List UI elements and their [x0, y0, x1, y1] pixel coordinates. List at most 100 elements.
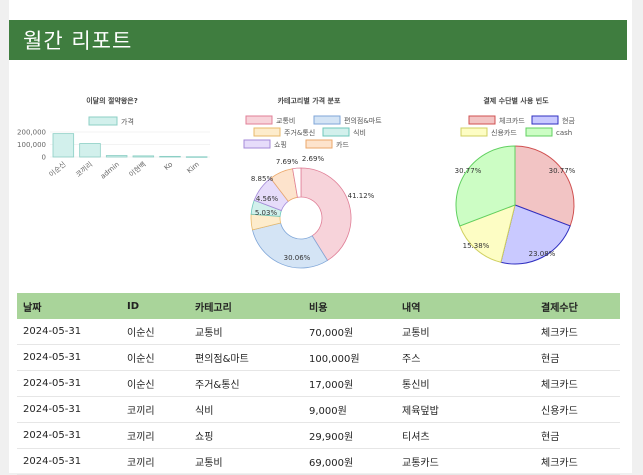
- table-cell: 2024-05-31: [17, 344, 121, 371]
- doughnut-slice-label: 2.69%: [302, 155, 325, 163]
- bar-legend-label: 가격: [121, 117, 134, 126]
- table-cell: 70,000원: [303, 319, 396, 345]
- pie-slice-label: 15.38%: [463, 242, 490, 250]
- pie-slices: [455, 145, 575, 265]
- table-cell: 체크카드: [535, 319, 620, 345]
- pie-labels: 30.77% 23.08% 15.38% 30.77%: [455, 167, 576, 258]
- pie-chart-title: 결제 수단별 사용 빈도: [483, 96, 549, 105]
- bar-x-label: Kim: [186, 160, 202, 175]
- table-cell: 이순신: [121, 319, 189, 345]
- table-cell: 주거&통신: [189, 370, 303, 397]
- bar-x-label: admin: [99, 160, 121, 180]
- table-cell: 통신비: [396, 370, 535, 397]
- doughnut-labels: 41.12% 30.06% 5.03% 4.56% 8.85% 7.69% 2.69%: [251, 155, 375, 262]
- doughnut-legend-label: 편의점&마트: [344, 116, 382, 125]
- bar-x-labels: 이순신 코끼리 admin 이현백 Ko Kim: [47, 160, 201, 181]
- pie-legend-label: 현금: [562, 117, 575, 125]
- pie-legend-swatch: [468, 115, 496, 125]
- col-detail-header: 내역: [396, 293, 535, 319]
- charts-area: 이달의 절약왕은? 가격 200,000 100,000 0 이순신 코끼리 admin…: [17, 96, 576, 269]
- table-cell: 2024-05-31: [17, 396, 121, 423]
- bar-mark: [132, 155, 155, 158]
- pie-slice: [514, 145, 575, 227]
- table-row[interactable]: 2024-05-31 코끼리 쇼핑 29,900원 티셔츠 현금: [17, 422, 620, 449]
- table-cell: 코끼리: [121, 396, 189, 423]
- table-body: 2024-05-31 이순신 교통비 70,000원 교통비 체크카드 2024-05-31…: [17, 319, 620, 475]
- table-cell: 현금: [535, 422, 620, 449]
- bar-x-label: Ko: [163, 160, 175, 172]
- expense-table: 날짜 ID 카테고리 비용 내역 결제수단 2024-05-31 이순신 교통비 70…: [17, 293, 620, 475]
- table-cell: 이순신: [121, 344, 189, 371]
- doughnut-slice: [292, 167, 302, 198]
- doughnut-legend-label: 카드: [336, 140, 349, 149]
- pie-legend-label: cash: [556, 129, 572, 137]
- pie-legend-swatch: [531, 115, 559, 125]
- doughnut-slice-label: 5.03%: [255, 209, 278, 217]
- pie-legend-swatch: [460, 127, 488, 137]
- pie-slice-label: 30.77%: [549, 167, 576, 175]
- doughnut-legend-swatch: [243, 139, 271, 149]
- bar-y-tick: 100,000: [17, 141, 46, 149]
- bar-marks: [52, 133, 208, 158]
- doughnut-legend-label: 쇼핑: [274, 140, 287, 149]
- bar-mark: [52, 133, 75, 158]
- col-cost-header: 비용: [303, 293, 396, 319]
- table-cell: 이순신: [121, 370, 189, 397]
- doughnut-slice: [251, 222, 329, 269]
- table-row[interactable]: 2024-05-31 코끼리 식비 9,000원 제육덮밥 신용카드: [17, 396, 620, 423]
- doughnut-legend-label: 주거&통신: [284, 128, 315, 137]
- table-cell: 편의점&마트: [189, 344, 303, 371]
- bar-chart-title: 이달의 절약왕은?: [86, 96, 138, 105]
- doughnut-slice-label: 7.69%: [276, 158, 299, 166]
- doughnut-legend-swatch: [313, 115, 341, 125]
- table-cell: 코끼리: [121, 422, 189, 449]
- doughnut-slice-label: 30.06%: [284, 254, 311, 262]
- table-cell: 69,000원: [303, 448, 396, 475]
- table-cell: 주스: [396, 344, 535, 371]
- table-row[interactable]: 2024-05-31 이순신 주거&통신 17,000원 통신비 체크카드: [17, 370, 620, 397]
- bar-y-tick: 200,000: [17, 129, 46, 137]
- col-category-header: 카테고리: [189, 293, 303, 319]
- pie-legend-label: 신용카드: [491, 128, 517, 137]
- doughnut-slice-label: 4.56%: [256, 195, 279, 203]
- table-cell: 2024-05-31: [17, 370, 121, 397]
- doughnut-legend-label: 교통비: [276, 116, 295, 125]
- table-cell: 코끼리: [121, 448, 189, 475]
- col-id-header: ID: [121, 293, 189, 319]
- table-row[interactable]: 2024-05-31 코끼리 교통비 69,000원 교통카드 체크카드: [17, 448, 620, 475]
- table-cell: 17,000원: [303, 370, 396, 397]
- bar-x-label: 이순신: [47, 160, 68, 179]
- table-row[interactable]: 2024-05-31 이순신 교통비 70,000원 교통비 체크카드: [17, 319, 620, 345]
- table-cell: 현금: [535, 344, 620, 371]
- doughnut-slices: [250, 167, 352, 269]
- doughnut-legend-swatch: [253, 127, 281, 137]
- table-cell: 2024-05-31: [17, 448, 121, 475]
- doughnut-legend-swatch: [245, 115, 273, 125]
- table-cell: 교통카드: [396, 448, 535, 475]
- bar-y-tick: 0: [42, 154, 46, 162]
- col-date-header: 날짜: [17, 293, 121, 319]
- table-cell: 식비: [189, 396, 303, 423]
- table-cell: 2024-05-31: [17, 319, 121, 345]
- page-title: 월간 리포트: [23, 29, 133, 53]
- table-cell: 제육덮밥: [396, 396, 535, 423]
- doughnut-slice-label: 41.12%: [348, 192, 375, 200]
- table-cell: 9,000원: [303, 396, 396, 423]
- col-payment-header: 결제수단: [535, 293, 620, 319]
- bar-mark: [79, 143, 101, 158]
- table-cell: 체크카드: [535, 370, 620, 397]
- bar-x-label: 이현백: [127, 160, 148, 179]
- table-row[interactable]: 2024-05-31 이순신 편의점&마트 100,000원 주스 현금: [17, 344, 620, 371]
- doughnut-chart-title: 카테고리별 가격 분포: [278, 96, 341, 105]
- table-cell: 티셔츠: [396, 422, 535, 449]
- report-page: 월간 리포트 이달의 절약왕은? 가격 200,000 100,000 0 이순신 코…: [9, 0, 632, 475]
- table-cell: 2024-05-31: [17, 422, 121, 449]
- bar-mark: [159, 155, 181, 158]
- pie-slice: [500, 204, 571, 265]
- pie-legend-swatch: [525, 127, 553, 137]
- bar-x-label: 코끼리: [74, 160, 95, 179]
